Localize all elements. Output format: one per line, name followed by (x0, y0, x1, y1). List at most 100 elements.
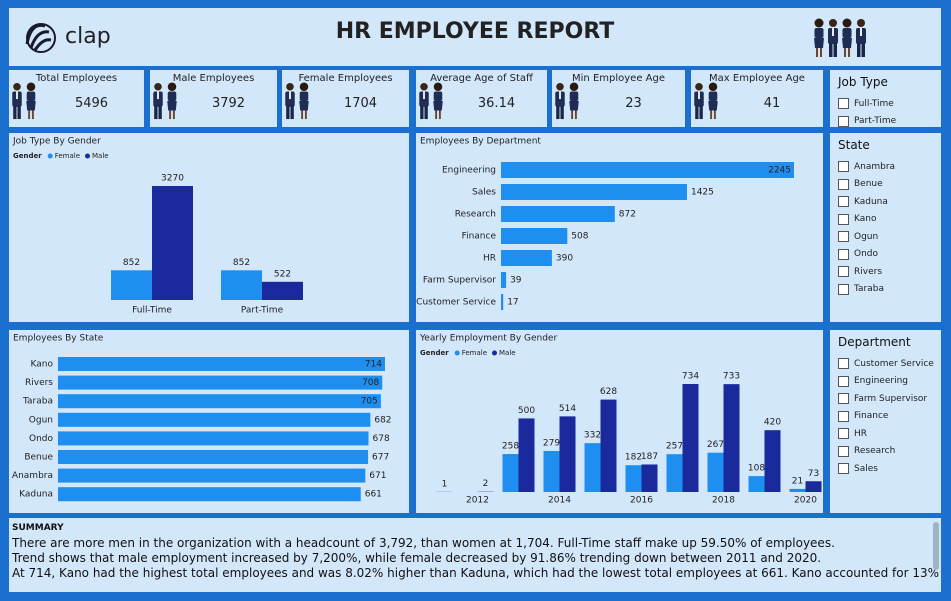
bar (501, 184, 687, 200)
data-label: 267 (707, 440, 724, 450)
y-tick-label: HR (483, 254, 496, 264)
checkbox[interactable] (838, 161, 849, 173)
kpi-value: 41 (763, 96, 781, 111)
bar (805, 481, 822, 492)
slicer-title: State (838, 138, 870, 152)
slicer-label: Taraba (854, 284, 884, 295)
data-label: 2 (483, 479, 489, 489)
bar (543, 450, 560, 492)
slicer-item[interactable]: Kano (838, 211, 941, 229)
data-label: 708 (362, 378, 379, 388)
bar (501, 294, 504, 310)
summary: SUMMARY There are more men in the organiz… (9, 518, 941, 592)
person-icons (694, 82, 718, 120)
data-label: 714 (365, 360, 382, 370)
legend-swatch (492, 350, 497, 356)
checkbox[interactable] (838, 428, 849, 440)
slicer-item[interactable]: Ogun (838, 228, 941, 246)
bar (58, 375, 383, 390)
bar (501, 162, 794, 178)
bar (723, 384, 740, 492)
checkbox[interactable] (838, 196, 849, 208)
slicer-label: Anambra (854, 161, 896, 172)
slicer-item[interactable]: Finance (838, 408, 941, 426)
bar (501, 206, 615, 222)
slicer-item[interactable]: Anambra (838, 158, 941, 176)
slicer-item[interactable]: Taraba (838, 281, 941, 299)
checkbox[interactable] (838, 393, 849, 405)
slicer-item[interactable]: Rivers (838, 263, 941, 281)
person-icons (153, 82, 177, 120)
kpi-value: 3792 (211, 96, 246, 111)
legend-swatch (85, 153, 90, 159)
data-label: 682 (374, 415, 391, 425)
checkbox[interactable] (838, 358, 849, 370)
slicer-item[interactable]: Kaduna (838, 193, 941, 211)
slicer-item[interactable]: Sales (838, 460, 941, 478)
checkbox[interactable] (838, 375, 849, 387)
kpi-value: 1704 (343, 96, 378, 111)
slicer-item[interactable]: Farm Supervisor (838, 390, 941, 408)
logo-text: clap (65, 24, 111, 49)
slicer-label: HR (854, 428, 868, 439)
slicer: Department Customer Service Engineering Far… (830, 330, 941, 513)
data-label: 258 (502, 442, 519, 452)
slicer-item[interactable]: Engineering (838, 373, 941, 391)
slicer-item[interactable]: Full-Time (838, 95, 941, 113)
data-label: 508 (571, 232, 588, 242)
checkbox[interactable] (838, 98, 849, 110)
data-label: 182 (625, 453, 642, 463)
bar (111, 270, 152, 300)
logo-ring (26, 23, 56, 53)
legend-swatch (454, 350, 460, 356)
data-label: 734 (682, 372, 699, 382)
bar (682, 384, 699, 492)
kpi-label: Total Employees (35, 73, 118, 84)
slicer-item[interactable]: Benue (838, 176, 941, 194)
slicer-title: Job Type (838, 75, 888, 89)
data-label: 1425 (691, 188, 714, 198)
summary-title: SUMMARY (12, 523, 64, 533)
y-tick-label: Ogun (29, 415, 53, 425)
data-label: 522 (274, 269, 291, 279)
bar (641, 464, 658, 492)
checkbox[interactable] (838, 283, 849, 295)
data-label: 257 (666, 442, 683, 452)
kpi-label: Average Age of Staff (430, 73, 533, 84)
slicer-item[interactable]: Part-Time (838, 113, 941, 128)
legend-swatch (47, 153, 53, 159)
checkbox[interactable] (838, 463, 849, 475)
bar (58, 450, 369, 464)
data-label: 21 (792, 476, 803, 486)
bar (584, 443, 601, 492)
checkbox[interactable] (838, 248, 849, 260)
data-label: 678 (373, 434, 390, 444)
slicer-label: Kano (854, 214, 877, 225)
slicer-label: Benue (854, 179, 883, 190)
checkbox[interactable] (838, 213, 849, 225)
slicer: State Anambra Benue Kaduna Kano Ogun Ondo River… (830, 133, 941, 322)
y-tick-label: Customer Service (416, 298, 496, 308)
slicer-item[interactable]: HR (838, 425, 941, 443)
kpi-card: Max Employee Age 41 (691, 70, 823, 127)
scrollbar[interactable] (933, 522, 939, 570)
checkbox[interactable] (838, 266, 849, 278)
checkbox[interactable] (838, 178, 849, 190)
checkbox[interactable] (838, 410, 849, 422)
slicer-item[interactable]: Ondo (838, 246, 941, 264)
data-label: 2245 (768, 166, 791, 176)
slicer-item[interactable]: Customer Service (838, 355, 941, 373)
checkbox[interactable] (838, 445, 849, 457)
chart-panel: Employees By State Kano 714 Rivers 708 Taraba… (9, 330, 409, 513)
person-icons (12, 82, 36, 120)
bar (58, 431, 369, 446)
checkbox[interactable] (838, 115, 849, 127)
summary-line: At 714, Kano had the highest total emplo… (12, 566, 941, 580)
bar (764, 430, 781, 492)
header: clap HR EMPLOYEE REPORT (9, 8, 941, 66)
kpi-label: Male Employees (172, 73, 255, 84)
checkbox[interactable] (838, 231, 849, 243)
y-tick-label: Kano (31, 360, 54, 370)
slicer-item[interactable]: Research (838, 443, 941, 461)
